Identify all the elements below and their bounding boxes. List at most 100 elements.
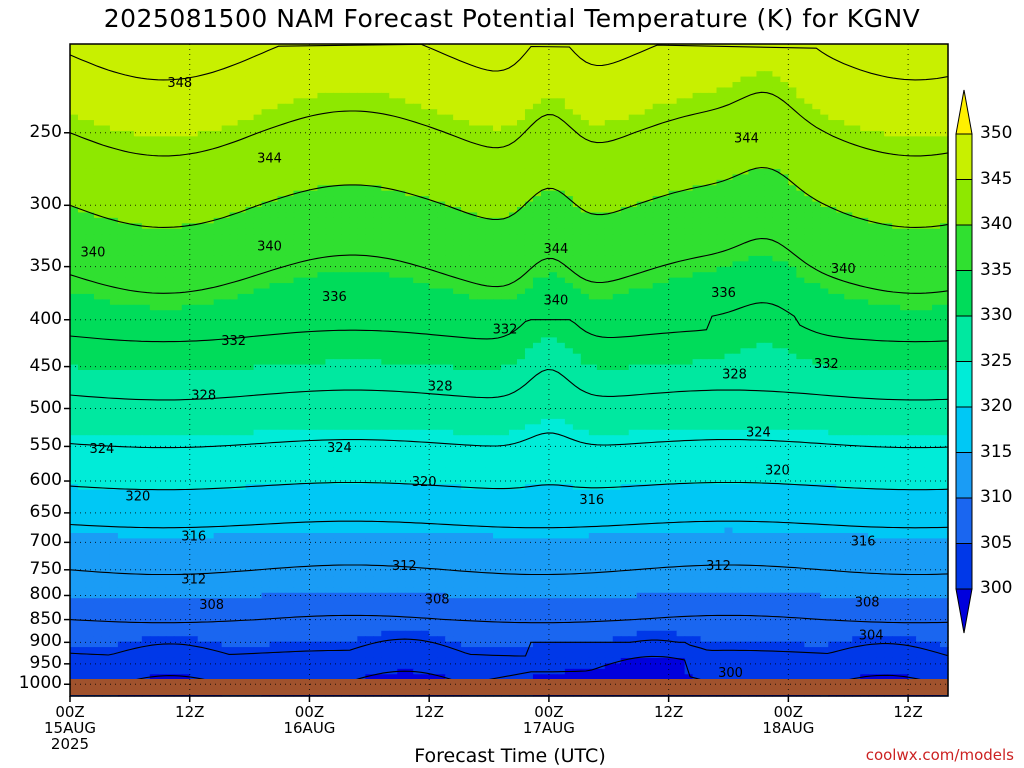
contour-label: 336 bbox=[322, 290, 347, 305]
colorbar-label: 300 bbox=[980, 578, 1013, 598]
colorbar-label: 340 bbox=[980, 214, 1013, 234]
isentrope-324 bbox=[69, 432, 949, 449]
x-tick-label: 12Z bbox=[414, 703, 444, 721]
y-tick-label: 300 bbox=[29, 194, 62, 215]
y-tick-label: 600 bbox=[29, 470, 62, 491]
x-tick-label: 00Z 17AUG bbox=[522, 703, 575, 737]
contour-label: 328 bbox=[722, 368, 747, 383]
colorbar-top-arrow bbox=[955, 89, 973, 135]
y-tick-label: 450 bbox=[29, 355, 62, 376]
isentrope-320 bbox=[69, 481, 949, 491]
colorbar-label: 320 bbox=[980, 396, 1013, 416]
isentrope-344 bbox=[69, 91, 949, 157]
colorbar-label: 325 bbox=[980, 350, 1013, 371]
y-tick-label: 850 bbox=[29, 608, 62, 629]
contour-label: 344 bbox=[734, 132, 759, 147]
plot-frame bbox=[69, 43, 949, 697]
x-tick-label: 00Z 15AUG 2025 bbox=[44, 703, 96, 753]
y-tick-label: 650 bbox=[29, 501, 62, 522]
colorbar bbox=[955, 89, 973, 634]
y-tick-label: 550 bbox=[29, 435, 62, 456]
y-tick-label: 250 bbox=[29, 121, 62, 142]
contour-label: 316 bbox=[579, 493, 604, 508]
contour-label: 332 bbox=[221, 334, 246, 349]
colorbar-segment bbox=[955, 361, 973, 408]
isentrope-348 bbox=[69, 43, 949, 81]
x-tick-label: 12Z bbox=[893, 703, 923, 721]
y-tick-label: 700 bbox=[29, 531, 62, 552]
contour-label: 300 bbox=[718, 666, 743, 681]
contour-label: 344 bbox=[257, 151, 282, 166]
x-axis-title: Forecast Time (UTC) bbox=[414, 745, 606, 767]
contour-label: 316 bbox=[181, 529, 206, 544]
colorbar-label: 310 bbox=[980, 487, 1013, 507]
contour-label: 344 bbox=[543, 242, 568, 257]
colorbar-segment bbox=[955, 315, 973, 362]
colorbar-bottom-arrow bbox=[955, 588, 973, 634]
contour-label: 320 bbox=[125, 489, 150, 504]
y-tick-label: 750 bbox=[29, 558, 62, 579]
y-tick-label: 800 bbox=[29, 584, 62, 605]
contour-label: 324 bbox=[90, 442, 115, 457]
y-tick-label: 350 bbox=[29, 255, 62, 276]
colorbar-label: 305 bbox=[980, 532, 1013, 553]
contour-label: 340 bbox=[543, 293, 568, 308]
colorbar-segment bbox=[955, 270, 973, 317]
colorbar-segment bbox=[955, 406, 973, 453]
contour-label: 324 bbox=[746, 426, 771, 441]
isentrope-312 bbox=[69, 564, 949, 576]
y-tick-label: 1000 bbox=[18, 673, 62, 694]
isentrope-340 bbox=[69, 166, 949, 228]
chart-title: 2025081500 NAM Forecast Potential Temper… bbox=[103, 4, 921, 33]
contour-label: 320 bbox=[412, 475, 437, 490]
contour-fill-bands bbox=[70, 44, 949, 697]
contour-label: 304 bbox=[859, 628, 884, 643]
isentrope-308 bbox=[69, 614, 949, 624]
contour-label: 324 bbox=[327, 441, 352, 456]
colorbar-segment bbox=[955, 497, 973, 544]
x-tick-label: 00Z 16AUG bbox=[283, 703, 336, 737]
isentropes bbox=[69, 43, 949, 685]
contour-label: 312 bbox=[181, 573, 206, 588]
contour-label: 336 bbox=[711, 286, 736, 301]
contour-label: 308 bbox=[855, 595, 880, 610]
colorbar-label: 330 bbox=[980, 305, 1013, 325]
ground-strip bbox=[70, 679, 948, 695]
x-tick-label: 00Z 18AUG bbox=[762, 703, 815, 737]
isentrope-332 bbox=[69, 302, 949, 343]
isentrope-328 bbox=[69, 368, 949, 401]
colorbar-segment bbox=[955, 452, 973, 499]
contour-label: 316 bbox=[851, 535, 876, 550]
contour-label: 308 bbox=[425, 592, 450, 607]
colorbar-segment bbox=[955, 179, 973, 226]
isentrope-336 bbox=[69, 237, 949, 294]
contour-label: 328 bbox=[428, 380, 453, 395]
y-tick-label: 500 bbox=[29, 397, 62, 418]
colorbar-label: 350 bbox=[980, 123, 1013, 143]
colorbar-segment bbox=[955, 133, 973, 180]
contour-label: 340 bbox=[831, 262, 856, 277]
contour-label: 312 bbox=[706, 559, 731, 574]
y-tick-label: 400 bbox=[29, 308, 62, 329]
contour-label: 332 bbox=[493, 323, 518, 338]
credit-text[interactable]: coolwx.com/models bbox=[865, 746, 1014, 764]
contour-label: 332 bbox=[814, 357, 839, 372]
isentrope-316 bbox=[69, 520, 949, 529]
y-tick-label: 900 bbox=[29, 631, 62, 652]
colorbar-label: 315 bbox=[980, 441, 1013, 462]
contour-label: 340 bbox=[257, 240, 282, 255]
colorbar-label: 345 bbox=[980, 168, 1013, 189]
y-tick-label: 950 bbox=[29, 652, 62, 673]
x-tick-label: 12Z bbox=[653, 703, 684, 721]
colorbar-segment bbox=[955, 224, 973, 271]
contour-label: 312 bbox=[392, 559, 417, 574]
contour-label: 328 bbox=[191, 389, 216, 404]
isentrope-304 bbox=[69, 638, 949, 657]
x-tick-label: 12Z bbox=[175, 703, 205, 721]
contour-label: 348 bbox=[167, 76, 192, 91]
contour-label: 340 bbox=[81, 246, 106, 261]
colorbar-segment bbox=[955, 543, 973, 590]
contour-labels: 348 344 344 344 340 340 340 340 336 336 332 332 332 3… bbox=[81, 76, 884, 681]
